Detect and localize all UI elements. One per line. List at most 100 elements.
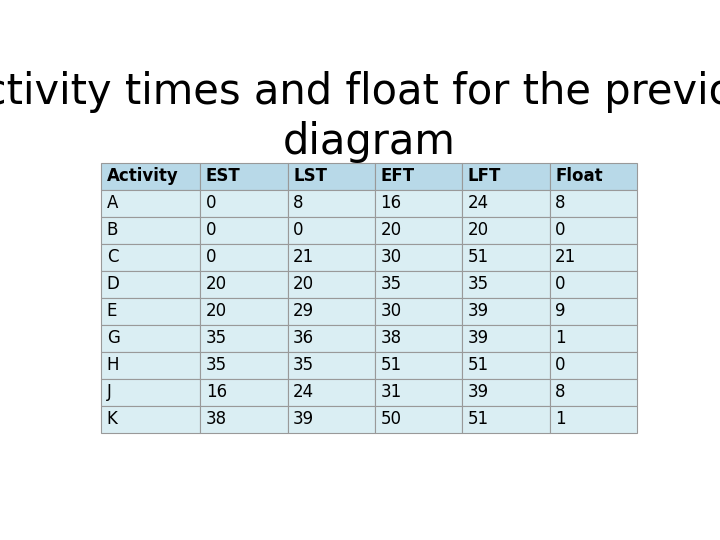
FancyBboxPatch shape xyxy=(549,163,636,190)
Text: 51: 51 xyxy=(468,356,489,374)
FancyBboxPatch shape xyxy=(287,163,375,190)
Text: 0: 0 xyxy=(206,194,216,212)
Text: 35: 35 xyxy=(206,329,227,347)
Text: 38: 38 xyxy=(206,410,227,428)
FancyBboxPatch shape xyxy=(462,244,549,271)
FancyBboxPatch shape xyxy=(462,325,549,352)
Text: 24: 24 xyxy=(468,194,489,212)
FancyBboxPatch shape xyxy=(375,217,462,244)
Text: 1: 1 xyxy=(555,329,566,347)
Text: D: D xyxy=(107,275,120,293)
FancyBboxPatch shape xyxy=(375,352,462,379)
FancyBboxPatch shape xyxy=(101,298,200,325)
FancyBboxPatch shape xyxy=(200,298,287,325)
FancyBboxPatch shape xyxy=(375,406,462,433)
Text: 51: 51 xyxy=(468,248,489,266)
Text: 35: 35 xyxy=(380,275,402,293)
FancyBboxPatch shape xyxy=(287,190,375,217)
Text: 30: 30 xyxy=(380,302,402,320)
FancyBboxPatch shape xyxy=(200,190,287,217)
Text: C: C xyxy=(107,248,118,266)
Text: 39: 39 xyxy=(468,329,489,347)
Text: 8: 8 xyxy=(555,383,566,401)
Text: 36: 36 xyxy=(293,329,315,347)
FancyBboxPatch shape xyxy=(375,163,462,190)
Text: 50: 50 xyxy=(380,410,402,428)
Text: 0: 0 xyxy=(555,275,566,293)
Text: H: H xyxy=(107,356,120,374)
Text: EST: EST xyxy=(206,167,240,185)
FancyBboxPatch shape xyxy=(200,352,287,379)
Text: LST: LST xyxy=(293,167,327,185)
FancyBboxPatch shape xyxy=(375,298,462,325)
FancyBboxPatch shape xyxy=(549,352,636,379)
Text: 9: 9 xyxy=(555,302,566,320)
Text: 0: 0 xyxy=(555,356,566,374)
FancyBboxPatch shape xyxy=(375,190,462,217)
Text: G: G xyxy=(107,329,120,347)
Text: 16: 16 xyxy=(206,383,227,401)
Text: 29: 29 xyxy=(293,302,315,320)
FancyBboxPatch shape xyxy=(200,271,287,298)
Text: LFT: LFT xyxy=(468,167,501,185)
Text: 35: 35 xyxy=(468,275,489,293)
Text: 20: 20 xyxy=(206,302,227,320)
Text: 20: 20 xyxy=(380,221,402,239)
Text: Activity: Activity xyxy=(107,167,179,185)
FancyBboxPatch shape xyxy=(200,325,287,352)
Text: 8: 8 xyxy=(293,194,304,212)
Text: 0: 0 xyxy=(206,221,216,239)
FancyBboxPatch shape xyxy=(375,325,462,352)
Text: 0: 0 xyxy=(206,248,216,266)
FancyBboxPatch shape xyxy=(549,271,636,298)
FancyBboxPatch shape xyxy=(287,406,375,433)
FancyBboxPatch shape xyxy=(101,163,200,190)
FancyBboxPatch shape xyxy=(462,298,549,325)
Text: 8: 8 xyxy=(555,194,566,212)
Text: J: J xyxy=(107,383,112,401)
Text: 0: 0 xyxy=(555,221,566,239)
FancyBboxPatch shape xyxy=(101,352,200,379)
FancyBboxPatch shape xyxy=(462,406,549,433)
FancyBboxPatch shape xyxy=(101,325,200,352)
FancyBboxPatch shape xyxy=(101,244,200,271)
Text: 38: 38 xyxy=(380,329,402,347)
FancyBboxPatch shape xyxy=(287,325,375,352)
Text: 51: 51 xyxy=(380,356,402,374)
FancyBboxPatch shape xyxy=(462,271,549,298)
Text: 0: 0 xyxy=(293,221,304,239)
Text: EFT: EFT xyxy=(380,167,415,185)
FancyBboxPatch shape xyxy=(101,406,200,433)
FancyBboxPatch shape xyxy=(287,352,375,379)
Text: Activity times and float for the previous: Activity times and float for the previou… xyxy=(0,71,720,113)
FancyBboxPatch shape xyxy=(462,379,549,406)
FancyBboxPatch shape xyxy=(462,190,549,217)
Text: 51: 51 xyxy=(468,410,489,428)
Text: 1: 1 xyxy=(555,410,566,428)
FancyBboxPatch shape xyxy=(549,406,636,433)
Text: 20: 20 xyxy=(293,275,315,293)
Text: 39: 39 xyxy=(468,302,489,320)
Text: B: B xyxy=(107,221,118,239)
FancyBboxPatch shape xyxy=(549,217,636,244)
Text: 31: 31 xyxy=(380,383,402,401)
FancyBboxPatch shape xyxy=(549,379,636,406)
FancyBboxPatch shape xyxy=(101,271,200,298)
Text: A: A xyxy=(107,194,118,212)
FancyBboxPatch shape xyxy=(200,163,287,190)
Text: 21: 21 xyxy=(555,248,576,266)
Text: 20: 20 xyxy=(468,221,489,239)
FancyBboxPatch shape xyxy=(375,379,462,406)
FancyBboxPatch shape xyxy=(200,379,287,406)
Text: 39: 39 xyxy=(468,383,489,401)
FancyBboxPatch shape xyxy=(101,217,200,244)
Text: diagram: diagram xyxy=(282,121,456,163)
FancyBboxPatch shape xyxy=(200,406,287,433)
FancyBboxPatch shape xyxy=(549,298,636,325)
FancyBboxPatch shape xyxy=(462,217,549,244)
Text: 30: 30 xyxy=(380,248,402,266)
Text: 16: 16 xyxy=(380,194,402,212)
Text: E: E xyxy=(107,302,117,320)
FancyBboxPatch shape xyxy=(375,271,462,298)
Text: 20: 20 xyxy=(206,275,227,293)
